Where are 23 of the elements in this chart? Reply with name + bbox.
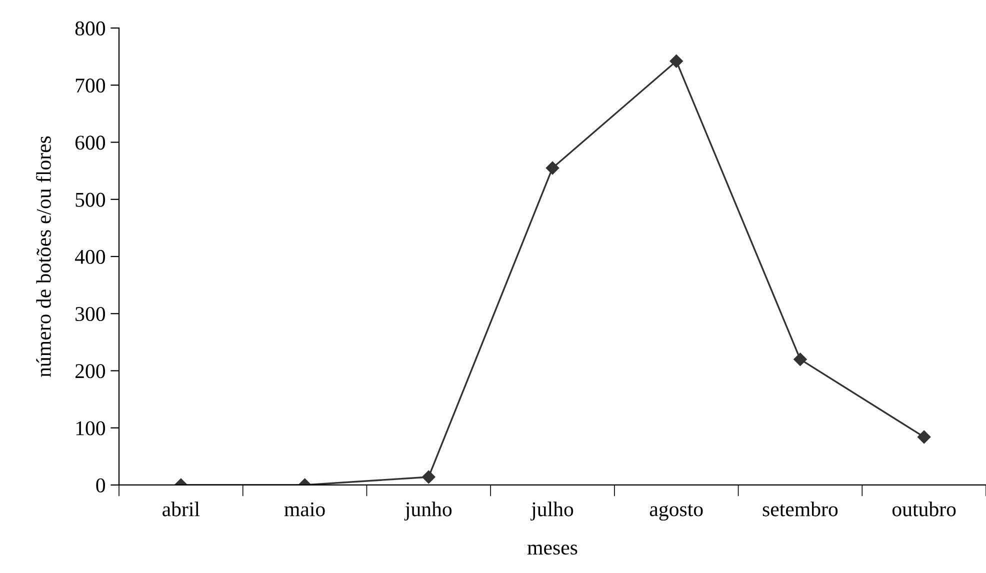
- y-tick-label: 800: [75, 21, 106, 36]
- y-tick-label: 0: [96, 478, 106, 492]
- point: [670, 54, 683, 68]
- x-axis-title: meses: [527, 544, 578, 555]
- y-tick-label: 500: [76, 192, 106, 207]
- x-tick-label: julho: [530, 502, 574, 521]
- point: [546, 161, 560, 175]
- point: [917, 430, 931, 444]
- x-tick-label: junho: [404, 502, 452, 521]
- point: [422, 470, 436, 484]
- x-tick-label: agosto: [650, 504, 703, 521]
- x-tick-label: setembro: [762, 502, 838, 516]
- y-tick-label: 100: [76, 421, 106, 436]
- x-tick-label: abril: [162, 502, 200, 516]
- point: [794, 352, 807, 366]
- y-tick-label: 700: [76, 78, 106, 93]
- y-tick-label: 600: [75, 136, 106, 150]
- y-tick-label: 400: [74, 250, 106, 264]
- y-tick-label: 200: [75, 364, 106, 378]
- x-tick-label: outubro: [892, 502, 956, 516]
- x-tick-label: maio: [284, 502, 325, 516]
- y-axis-title: número de botões e/ou flores: [36, 136, 51, 377]
- y-tick-label: 300: [76, 307, 106, 322]
